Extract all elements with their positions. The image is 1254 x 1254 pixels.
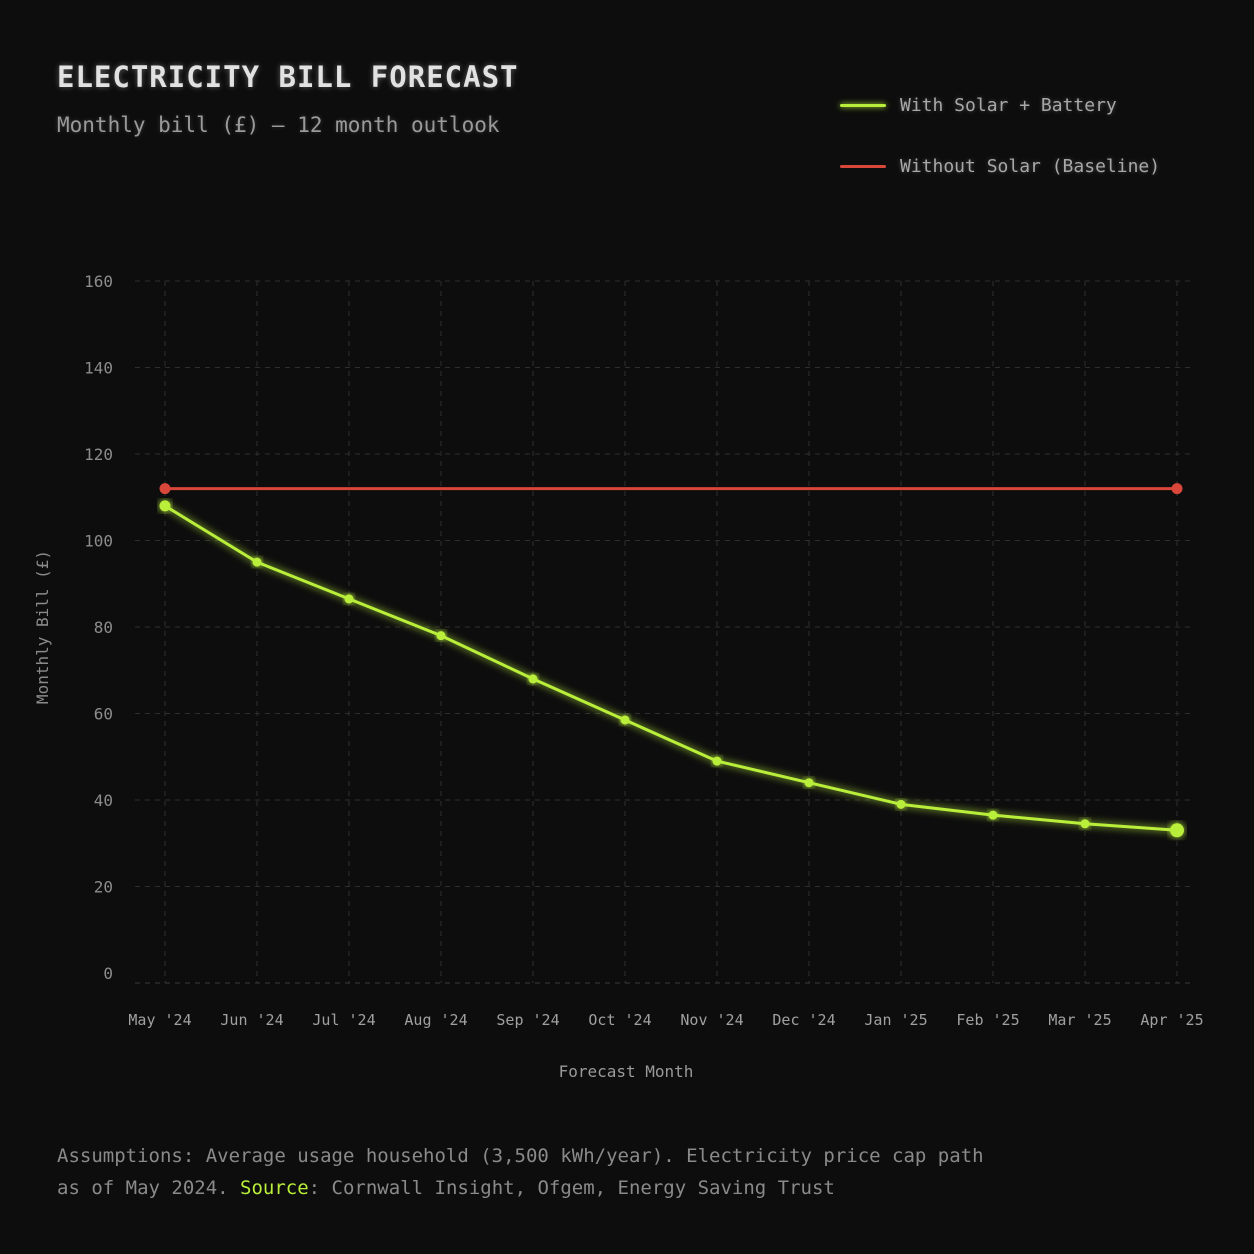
legend-swatch-baseline	[840, 164, 886, 168]
solar-point	[1080, 819, 1090, 829]
legend: With Solar + Battery Without Solar (Base…	[840, 88, 1160, 210]
baseline-point	[159, 483, 171, 495]
x-tick-label: Jul '24	[312, 1011, 375, 1029]
axes: 0 20 40 60 80 100 120 140 160 May '24 Jun '24 Jul '…	[33, 272, 1204, 1081]
x-tick-label: Dec '24	[772, 1011, 835, 1029]
footnote-line-1: Assumptions: Average usage household (3,…	[57, 1145, 984, 1167]
legend-label-baseline: Without Solar (Baseline)	[900, 155, 1161, 177]
x-tick-label: Aug '24	[404, 1011, 467, 1029]
x-tick-label: Apr '25	[1140, 1011, 1203, 1029]
footnote-line-2: as of May 2024. Source: Cornwall Insight…	[57, 1172, 1057, 1204]
y-tick-label: 40	[94, 791, 113, 810]
x-tick-label: May '24	[128, 1011, 191, 1029]
footnote-prefix: as of May 2024.	[57, 1177, 241, 1199]
solar-point	[804, 778, 814, 788]
solar-point	[712, 756, 722, 766]
solar-point	[528, 674, 538, 684]
y-tick-label: 120	[84, 445, 113, 464]
x-tick-label: Feb '25	[956, 1011, 1019, 1029]
solar-point	[252, 557, 262, 567]
solar-point	[896, 799, 906, 809]
x-tick-label: Sep '24	[496, 1011, 559, 1029]
grid	[135, 280, 1190, 983]
footnote-source-label: Source	[240, 1177, 309, 1199]
legend-label-solar: With Solar + Battery	[900, 94, 1117, 116]
solar-point	[620, 715, 630, 725]
footnote: Assumptions: Average usage household (3,…	[57, 1140, 1057, 1204]
series	[159, 483, 1184, 838]
y-axis-title: Monthly Bill (£)	[33, 550, 52, 704]
y-tick-label: 0	[103, 964, 113, 983]
footnote-sources: : Cornwall Insight, Ofgem, Energy Saving…	[308, 1177, 835, 1199]
x-tick-label: Oct '24	[588, 1011, 651, 1029]
y-tick-label: 100	[84, 532, 113, 551]
y-tick-label: 20	[94, 878, 113, 897]
solar-point	[344, 594, 354, 604]
solar-point	[1170, 823, 1184, 838]
x-axis-title: Forecast Month	[559, 1062, 694, 1081]
solar-point	[436, 631, 446, 641]
legend-item-baseline: Without Solar (Baseline)	[840, 149, 1160, 183]
y-tick-label: 160	[84, 272, 113, 291]
y-tick-label: 140	[84, 359, 113, 378]
x-tick-label: Nov '24	[680, 1011, 743, 1029]
solar-point	[159, 500, 171, 512]
baseline-point	[1171, 483, 1183, 495]
legend-swatch-solar	[840, 103, 886, 107]
x-tick-label: Mar '25	[1048, 1011, 1111, 1029]
chart-subtitle: Monthly bill (£) – 12 month outlook	[57, 113, 500, 137]
y-tick-label: 60	[94, 705, 113, 724]
solar-series-line	[164, 504, 1178, 832]
chart-title: ELECTRICITY BILL FORECAST	[57, 60, 519, 94]
legend-item-solar: With Solar + Battery	[840, 88, 1160, 122]
y-tick-label: 80	[94, 618, 113, 637]
solar-point	[988, 810, 998, 820]
x-tick-label: Jan '25	[864, 1011, 927, 1029]
x-tick-label: Jun '24	[220, 1011, 283, 1029]
